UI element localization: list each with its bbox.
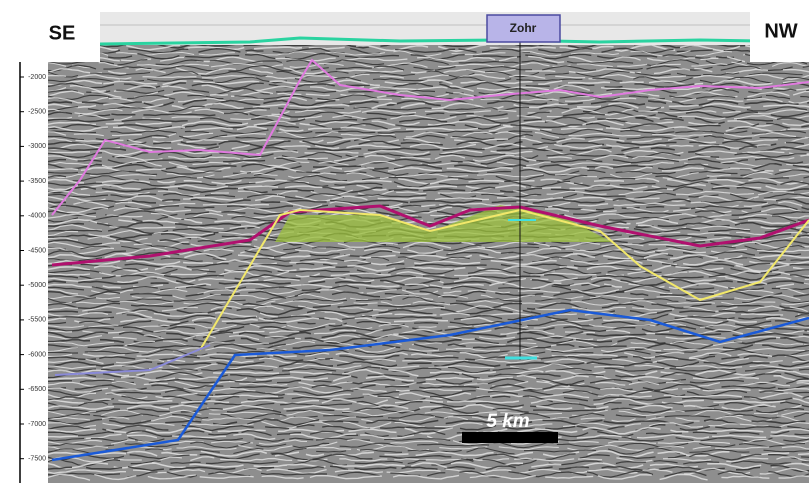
reflector xyxy=(47,360,809,368)
depth-tick-label: -7500 xyxy=(28,456,46,463)
reflector xyxy=(47,447,809,455)
left-label: SE xyxy=(49,22,76,44)
reflector xyxy=(47,160,809,168)
reflector xyxy=(47,79,809,87)
well-label-box xyxy=(486,14,561,43)
reflector xyxy=(47,94,809,101)
reflector xyxy=(47,247,809,255)
upper-horizon xyxy=(51,58,809,216)
depth-ticks: -2000 -2500 -3000 -3500 -4000 -4500 -5000 -5500… xyxy=(20,74,46,463)
depth-tick-label: -4500 xyxy=(28,247,46,254)
reflector xyxy=(47,395,809,403)
reflector xyxy=(47,154,809,162)
reflector xyxy=(47,444,809,452)
depth-tick-label: -5000 xyxy=(28,282,46,289)
reflector xyxy=(47,293,801,302)
reflector xyxy=(47,131,809,139)
depth-tick-label: -4000 xyxy=(28,213,46,220)
left-label-box xyxy=(0,0,100,62)
reservoir-fill xyxy=(275,205,612,242)
reflector xyxy=(47,90,809,99)
scale-bar xyxy=(462,432,558,443)
reflector xyxy=(47,104,807,113)
reflector xyxy=(47,264,809,273)
right-label-box xyxy=(750,0,809,62)
depth-tick-label: -7000 xyxy=(28,421,46,428)
reflector xyxy=(47,473,809,481)
depth-tick-label: -6000 xyxy=(28,351,46,358)
depth-tick-label: -5500 xyxy=(28,317,46,324)
reflector xyxy=(47,397,809,406)
seismic-texture xyxy=(47,41,809,481)
reflector xyxy=(47,288,809,296)
depth-tick-label: -6500 xyxy=(28,386,46,393)
reflector xyxy=(47,389,809,397)
reflector xyxy=(47,290,809,299)
depth-tick-label: -2000 xyxy=(28,74,46,81)
basement-horizon xyxy=(51,308,809,462)
reflector xyxy=(47,386,809,394)
reflector xyxy=(47,464,809,473)
deep-horizon-left xyxy=(54,344,211,376)
reflector xyxy=(47,441,806,449)
depth-tick-label: -3000 xyxy=(28,143,46,150)
reflector xyxy=(47,81,809,90)
reflector xyxy=(47,302,809,310)
depth-tick-label: -2500 xyxy=(28,109,46,116)
reflector xyxy=(47,461,809,470)
reflector xyxy=(47,148,809,156)
reflector xyxy=(47,403,802,412)
reflector xyxy=(47,171,809,180)
reflector xyxy=(47,189,809,197)
reflector xyxy=(47,122,809,130)
well-label: Zohr xyxy=(510,21,537,35)
axis-panel xyxy=(0,0,48,483)
reflector xyxy=(47,157,804,165)
top-carbonate-horizon xyxy=(51,204,809,267)
reflector xyxy=(47,345,809,353)
reflector xyxy=(47,165,809,174)
reflector xyxy=(47,311,809,319)
reflector xyxy=(47,340,809,348)
scale-label: 5 km xyxy=(486,411,529,432)
reflector xyxy=(47,319,809,328)
seafloor-line xyxy=(99,36,761,46)
reflector xyxy=(47,325,809,333)
reflector xyxy=(47,470,809,478)
reflector xyxy=(47,270,809,278)
depth-tick-label: -3500 xyxy=(28,178,46,185)
reflector xyxy=(47,177,803,185)
reflector xyxy=(47,73,809,80)
reflector xyxy=(47,195,809,203)
right-label: NW xyxy=(764,20,797,42)
